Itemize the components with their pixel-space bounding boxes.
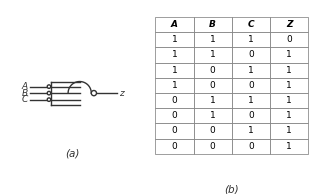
Circle shape	[47, 91, 51, 95]
Text: C: C	[22, 95, 28, 104]
Text: (b): (b)	[224, 184, 239, 194]
Circle shape	[47, 98, 51, 101]
Text: A: A	[22, 82, 28, 91]
Circle shape	[47, 85, 51, 88]
Text: z: z	[119, 89, 124, 98]
Text: B: B	[22, 89, 28, 98]
Circle shape	[91, 91, 97, 96]
Text: (a): (a)	[65, 149, 80, 159]
